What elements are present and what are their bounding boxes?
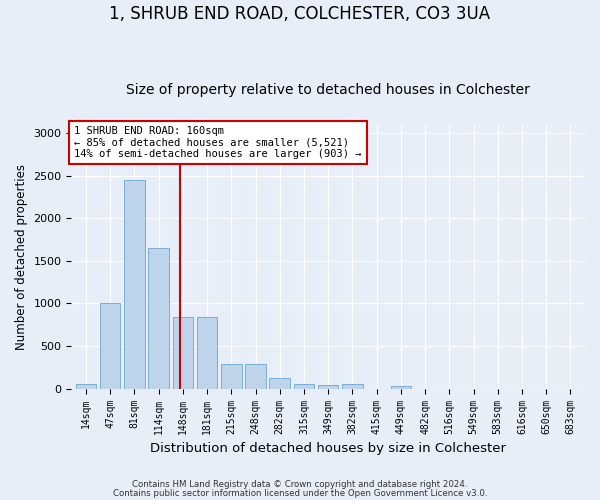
Bar (318, 385, 338, 388)
Bar (269, 378, 290, 388)
Bar (100, 304, 121, 388)
Title: Size of property relative to detached houses in Colchester: Size of property relative to detached ho… (126, 83, 530, 97)
Text: Contains public sector information licensed under the Open Government Licence v3: Contains public sector information licen… (113, 490, 487, 498)
Bar (342, 384, 363, 388)
Bar (148, 248, 169, 388)
Bar (293, 384, 314, 388)
Y-axis label: Number of detached properties: Number of detached properties (15, 164, 28, 350)
Text: Contains HM Land Registry data © Crown copyright and database right 2024.: Contains HM Land Registry data © Crown c… (132, 480, 468, 489)
Bar (124, 180, 145, 388)
Bar (221, 364, 242, 388)
Text: 1 SHRUB END ROAD: 160sqm
← 85% of detached houses are smaller (5,521)
14% of sem: 1 SHRUB END ROAD: 160sqm ← 85% of detach… (74, 126, 361, 159)
Bar (173, 317, 193, 388)
Bar (197, 317, 217, 388)
Bar (391, 386, 411, 388)
Bar (245, 364, 266, 388)
X-axis label: Distribution of detached houses by size in Colchester: Distribution of detached houses by size … (150, 442, 506, 455)
Bar (76, 384, 96, 388)
Text: 1, SHRUB END ROAD, COLCHESTER, CO3 3UA: 1, SHRUB END ROAD, COLCHESTER, CO3 3UA (109, 5, 491, 23)
